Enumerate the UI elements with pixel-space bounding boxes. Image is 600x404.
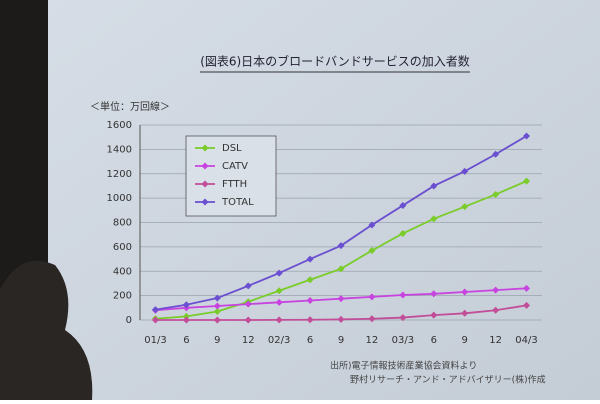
y-tick-label: 1400	[107, 144, 132, 155]
data-point	[182, 301, 190, 309]
data-point	[275, 269, 283, 277]
y-tick-label: 1000	[107, 193, 132, 204]
data-point	[461, 203, 469, 211]
data-point	[213, 294, 221, 302]
data-point	[244, 282, 252, 290]
data-point	[306, 255, 314, 263]
data-point	[244, 316, 252, 324]
legend-marker	[201, 180, 209, 188]
data-point	[275, 316, 283, 324]
data-point	[337, 295, 345, 303]
data-point	[368, 315, 376, 323]
y-tick-label: 600	[113, 242, 132, 253]
data-point	[523, 284, 531, 292]
y-tick-label: 1600	[107, 120, 132, 131]
data-point	[430, 182, 438, 190]
data-point	[275, 298, 283, 306]
data-point	[523, 177, 531, 185]
data-point	[337, 315, 345, 323]
y-tick-label: 200	[113, 291, 132, 302]
data-point	[399, 314, 407, 322]
data-point	[399, 291, 407, 299]
legend-marker	[201, 198, 209, 206]
presenter	[0, 260, 93, 400]
data-point	[182, 316, 190, 324]
x-tick-label: 12	[366, 335, 379, 346]
data-point	[337, 265, 345, 273]
x-tick-label: 12	[489, 335, 502, 346]
data-point	[151, 306, 159, 314]
y-tick-label: 0	[126, 315, 132, 326]
legend-marker	[201, 162, 209, 170]
data-point	[430, 311, 438, 319]
data-point	[306, 316, 314, 324]
x-tick-label: 04/3	[515, 335, 537, 346]
data-point	[430, 215, 438, 223]
data-point	[461, 167, 469, 175]
data-point	[213, 307, 221, 315]
legend-label: TOTAL	[221, 197, 254, 208]
data-point	[368, 221, 376, 229]
data-point	[492, 306, 500, 314]
data-point	[151, 316, 159, 324]
data-point	[430, 290, 438, 298]
data-point	[461, 309, 469, 317]
x-tick-label: 9	[338, 335, 344, 346]
legend-label: FTTH	[222, 179, 247, 190]
data-point	[306, 276, 314, 284]
data-point	[306, 297, 314, 304]
data-point	[244, 300, 252, 308]
legend-marker	[201, 144, 209, 152]
source: 出所)電子情報技術産業協会資料より	[330, 360, 477, 372]
x-tick-label: 9	[214, 335, 220, 346]
x-tick-label: 01/3	[144, 335, 166, 346]
data-point	[492, 150, 500, 158]
source: 野村リサーチ・アンド・アドバイザリー(株)作成	[350, 374, 546, 386]
y-tick-label: 1200	[107, 169, 132, 180]
x-tick-label: 02/3	[268, 335, 290, 346]
data-point	[275, 287, 283, 295]
x-tick-label: 03/3	[392, 335, 414, 346]
data-point	[399, 201, 407, 209]
data-point	[213, 316, 221, 324]
legend-label: CATV	[222, 161, 248, 172]
data-point	[523, 132, 531, 140]
unit-label: ＜単位：万回線＞	[90, 100, 170, 113]
data-point	[368, 247, 376, 255]
data-point	[492, 190, 500, 198]
data-point	[523, 301, 531, 309]
y-tick-label: 400	[113, 266, 132, 277]
data-point	[182, 312, 190, 320]
x-tick-label: 9	[462, 335, 468, 346]
data-point	[461, 288, 469, 296]
data-point	[368, 293, 376, 301]
legend-label: DSL	[222, 143, 242, 154]
data-point	[399, 229, 407, 237]
x-tick-label: 6	[183, 335, 189, 346]
x-tick-label: 6	[307, 335, 313, 346]
x-tick-label: 12	[242, 335, 255, 346]
chart-title: (図表6)日本のブロードバンドサービスの加入者数	[200, 54, 470, 69]
y-tick-label: 800	[113, 218, 132, 229]
data-point	[492, 286, 500, 294]
x-tick-label: 6	[431, 335, 437, 346]
data-point	[337, 242, 345, 250]
data-point	[213, 302, 221, 310]
